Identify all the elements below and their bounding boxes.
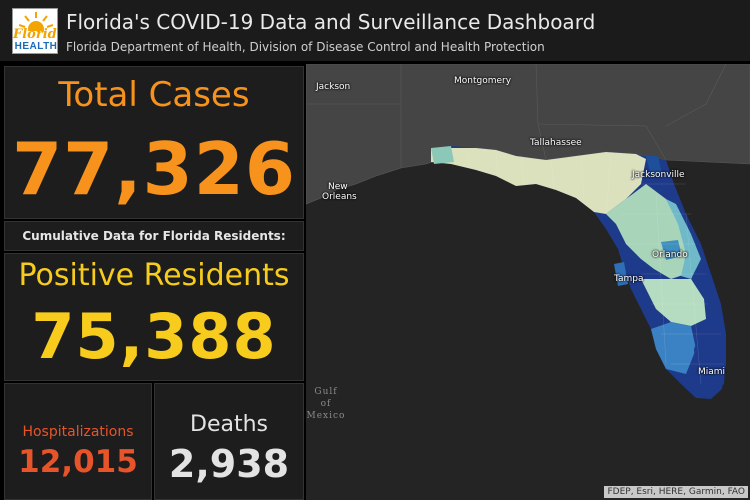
county-west-panhandle — [431, 146, 454, 164]
total-cases-panel: Total Cases 77,326 — [4, 66, 304, 219]
hospitalizations-panel: Hospitalizations 12,015 — [4, 383, 152, 500]
state-borders — [306, 64, 727, 168]
county-lines — [465, 149, 724, 385]
florida-health-logo: Florida HEALTH — [12, 8, 58, 54]
city-label-tampa: Tampa — [614, 274, 644, 284]
map-canvas[interactable] — [306, 64, 750, 500]
total-cases-label: Total Cases — [58, 75, 250, 115]
logo-text-florida: Florida — [13, 27, 57, 42]
positive-residents-panel: Positive Residents 75,388 — [4, 253, 304, 381]
total-cases-value: 77,326 — [12, 127, 296, 211]
page-title: Florida's COVID-19 Data and Surveillance… — [66, 10, 596, 34]
page-subtitle: Florida Department of Health, Division o… — [66, 40, 545, 54]
deaths-panel: Deaths 2,938 — [154, 383, 304, 500]
city-label-new-orleans-2: Orleans — [322, 192, 357, 202]
cumulative-note: Cumulative Data for Florida Residents: — [22, 229, 286, 243]
gulf-label-2: of — [320, 399, 332, 409]
county-band-southwest — [651, 322, 696, 374]
deaths-label: Deaths — [190, 412, 268, 437]
county-tampa — [614, 262, 628, 286]
logo-text-health: HEALTH — [14, 41, 58, 52]
city-label-orlando: Orlando — [652, 250, 688, 260]
positive-residents-value: 75,388 — [31, 300, 277, 373]
city-label-miami: Miami — [698, 367, 726, 377]
county-orlando — [661, 240, 682, 260]
hospitalizations-value: 12,015 — [18, 444, 138, 480]
gulf-label-3: Mexico — [306, 411, 346, 421]
county-band-south-central — [641, 279, 706, 326]
city-label-jackson: Jackson — [316, 82, 351, 92]
city-label-jacksonville: Jacksonville — [632, 170, 685, 180]
dashboard-header: Florida HEALTH Florida's COVID-19 Data a… — [0, 0, 750, 62]
city-label-tallahassee: Tallahassee — [530, 138, 582, 148]
county-band-north — [431, 148, 646, 214]
gulf-label-1: Gulf — [314, 387, 338, 397]
city-label-new-orleans-1: New — [328, 182, 348, 192]
deaths-value: 2,938 — [168, 442, 290, 486]
map-attribution: FDEP, Esri, HERE, Garmin, FAO — [604, 486, 748, 498]
sun-icon — [19, 12, 53, 31]
city-label-montgomery: Montgomery — [454, 76, 512, 86]
county-band-east — [666, 199, 701, 279]
county-jacksonville — [646, 156, 662, 176]
hospitalizations-label: Hospitalizations — [22, 424, 134, 440]
positive-residents-label: Positive Residents — [18, 258, 290, 293]
county-band-southeast — [694, 319, 726, 394]
county-map[interactable]: Jackson Montgomery New Orleans Tallahass… — [306, 64, 750, 500]
cumulative-note-panel: Cumulative Data for Florida Residents: — [4, 221, 304, 251]
